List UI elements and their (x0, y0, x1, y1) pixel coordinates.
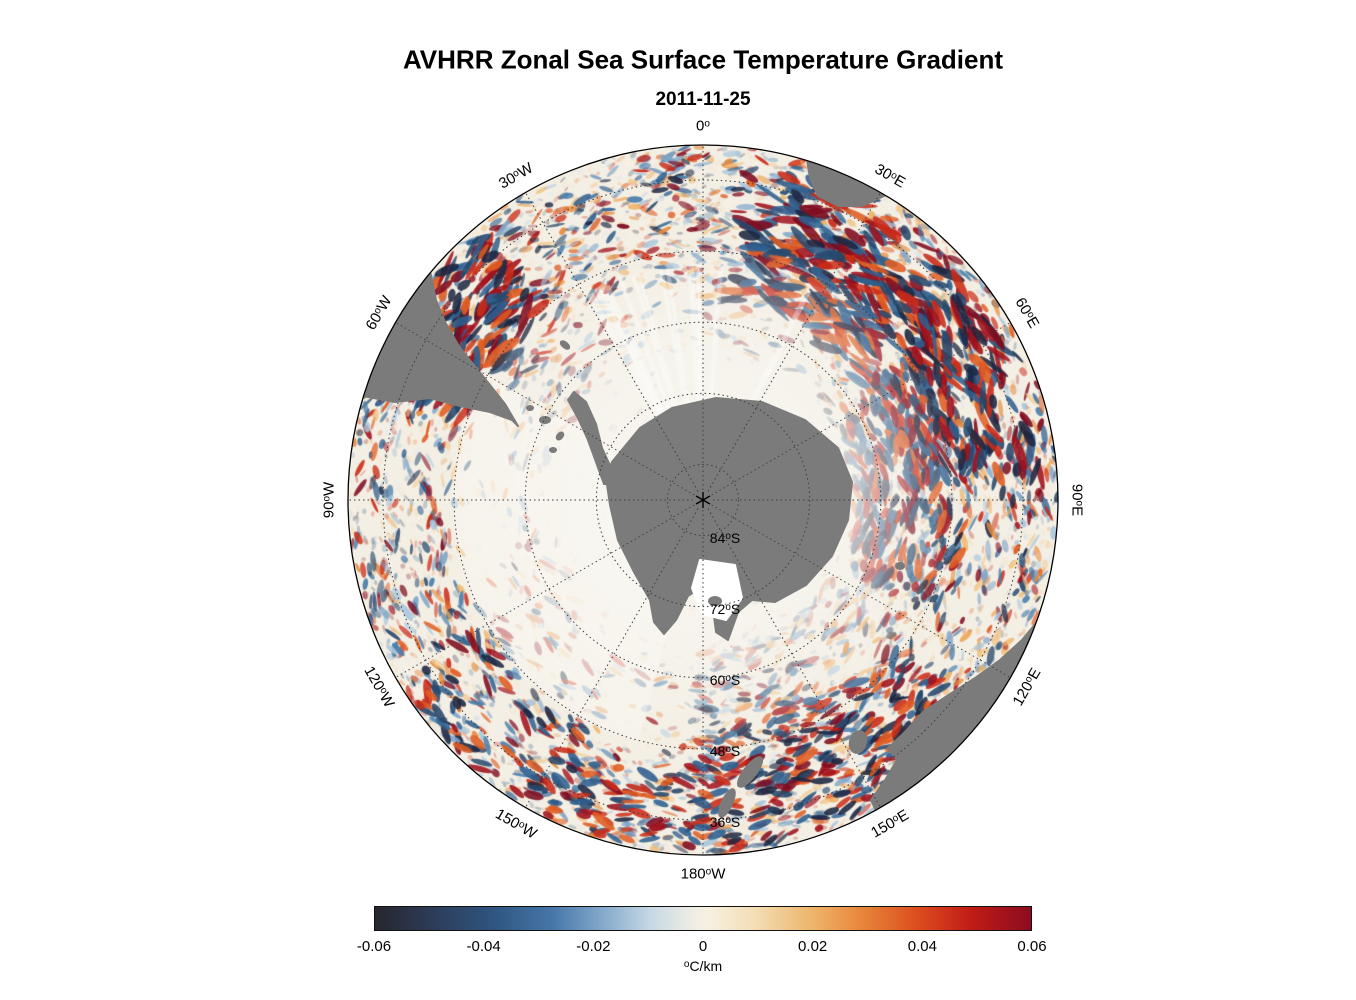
meridian-label: 90oW (320, 481, 338, 519)
land-island (549, 447, 557, 453)
land-new-zealand-south (736, 756, 764, 788)
meridian-line (707, 508, 881, 808)
land-antarctica-body (605, 397, 853, 641)
map-grid (347, 144, 1059, 856)
land-ross-island (708, 596, 722, 606)
land-antarctic-peninsula (567, 391, 619, 485)
meridian-line (525, 508, 699, 808)
meridian-line (395, 504, 695, 678)
degree-sup: o (705, 866, 712, 878)
land-island (895, 562, 905, 570)
degree-sup: o (321, 495, 333, 502)
colorbar-tick-label: 0.02 (798, 938, 828, 955)
land-australia (870, 621, 1038, 812)
meridian-line (707, 192, 881, 492)
colorbar (374, 906, 1032, 931)
meridian-line (395, 322, 695, 496)
colorbar-unit: oC/km (374, 958, 1032, 974)
map-outline (347, 144, 1059, 856)
land-island (555, 431, 565, 441)
land-tasmania (848, 730, 868, 754)
degree-sup: o (704, 118, 710, 130)
colorbar-unit-text: C/km (689, 958, 723, 974)
figure-title: AVHRR Zonal Sea Surface Temperature Grad… (402, 44, 1004, 75)
land-new-zealand-north (718, 788, 736, 818)
colorbar-tick-label: -0.06 (356, 938, 392, 955)
meridian-label: 0o (696, 117, 710, 135)
colorbar-tick-label: 0.06 (1017, 938, 1047, 955)
parallel-ring (666, 463, 740, 537)
colorbar-tick-label: 0 (698, 938, 708, 955)
meridian-line (711, 322, 1011, 496)
degree-sup: o (683, 959, 690, 970)
meridian-label: 180oW (680, 865, 726, 883)
pole-marker (695, 495, 711, 505)
meridian-line (711, 504, 1011, 678)
meridian-line (525, 192, 699, 492)
land-africa (806, 159, 887, 207)
degree-sup: o (1073, 500, 1085, 507)
land-island (559, 340, 571, 350)
colorbar-tick-label: 0.04 (907, 938, 937, 955)
map-overlay (347, 144, 1059, 856)
figure-date: 2011-11-25 (655, 89, 751, 110)
land-island (539, 416, 551, 424)
parallel-ring (382, 179, 1024, 821)
land-layer (362, 159, 1038, 818)
colorbar-tick-label: -0.04 (466, 938, 501, 955)
meridian-label: 90oE (1068, 483, 1086, 517)
parallel-ring (595, 392, 811, 608)
land-island (526, 405, 534, 411)
ice-ross-shelf (691, 559, 743, 621)
colorbar-tick-label: -0.02 (576, 938, 611, 955)
